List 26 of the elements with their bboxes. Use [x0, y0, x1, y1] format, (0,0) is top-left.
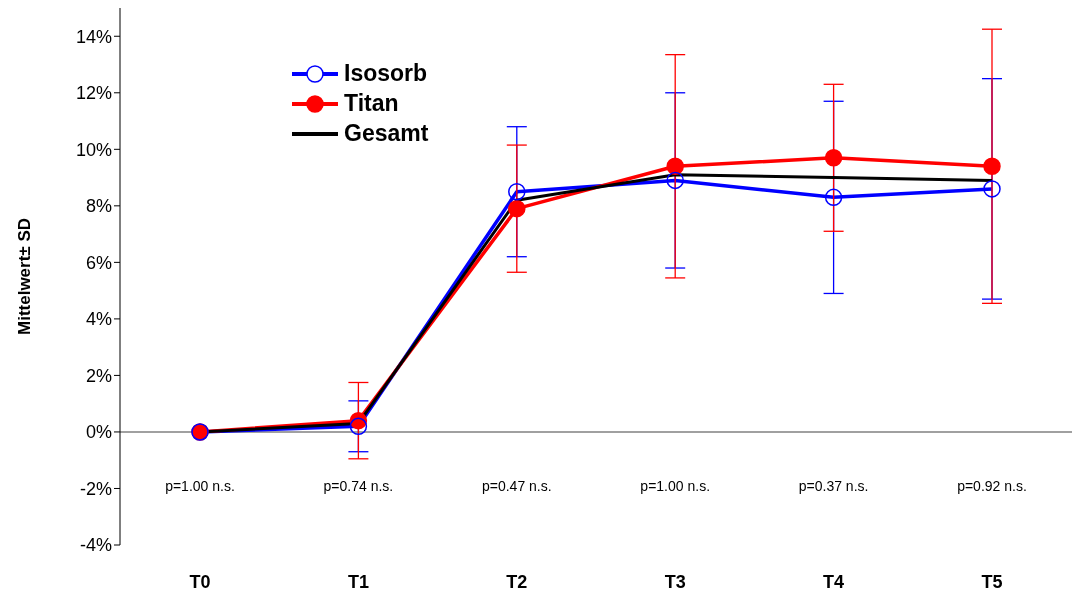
y-tick-label: 10% [75, 139, 112, 160]
y-tick-label: 14% [75, 26, 112, 47]
y-tick-label: 2% [85, 365, 112, 386]
annotation: p=1.00 n.s. [640, 478, 711, 494]
x-tick-label: T4 [823, 571, 845, 592]
x-tick-label: T1 [347, 571, 369, 592]
x-tick-label: T0 [189, 571, 211, 592]
annotation: p=0.37 n.s. [798, 478, 869, 494]
legend-label: Titan [344, 90, 399, 117]
y-tick-label: 12% [75, 83, 112, 104]
y-tick-label: -2% [79, 478, 112, 499]
y-tick-label: 6% [85, 252, 112, 273]
annotation: p=0.92 n.s. [957, 478, 1027, 494]
x-tick-label: T3 [664, 571, 686, 592]
annotation: p=0.74 n.s. [323, 478, 394, 494]
legend-label: Isosorb [344, 60, 428, 87]
legend-label: Gesamt [344, 120, 429, 147]
y-tick-label: -4% [79, 535, 112, 556]
y-tick-label: 4% [85, 309, 112, 330]
annotation: p=0.47 n.s. [481, 478, 552, 494]
y-axis-title: Mittelwert± SD [15, 217, 35, 336]
x-tick-label: T2 [506, 571, 528, 592]
x-tick-label: T5 [981, 571, 1003, 592]
y-tick-label: 0% [85, 422, 112, 443]
annotation: p=1.00 n.s. [165, 478, 235, 494]
y-tick-label: 8% [85, 196, 112, 217]
